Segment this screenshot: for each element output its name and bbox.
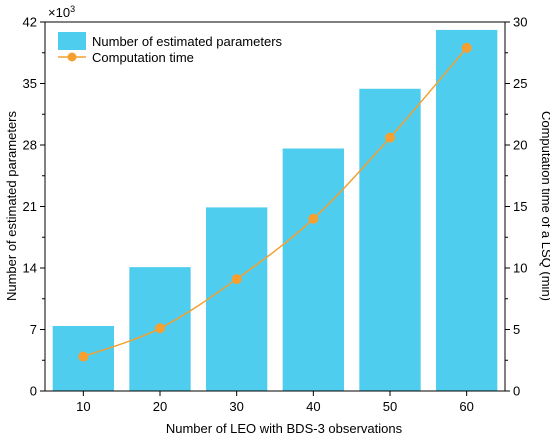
y-tick-label-7: 7 — [30, 322, 37, 337]
bar-40 — [282, 148, 344, 391]
y2-tick-label-30: 30 — [513, 15, 527, 30]
y2-tick-label-0: 0 — [513, 384, 520, 399]
line-point-20 — [155, 323, 165, 334]
y-tick-label-28: 28 — [23, 138, 37, 153]
y2-tick-label-15: 15 — [513, 199, 527, 214]
y-tick-label-21: 21 — [23, 199, 37, 214]
y2-tick-label-5: 5 — [513, 322, 520, 337]
bar-30 — [206, 207, 268, 391]
legend-line-label: Computation time — [92, 50, 194, 65]
x-tick-label-40: 40 — [306, 399, 320, 414]
line-point-30 — [231, 274, 242, 285]
x-axis-title: Number of LEO with BDS-3 observations — [166, 421, 403, 436]
line-point-40 — [308, 213, 319, 224]
y2-tick-label-25: 25 — [513, 76, 527, 91]
line-point-60 — [461, 42, 472, 53]
computation-time-line — [83, 47, 468, 358]
x-tick-label-60: 60 — [459, 399, 473, 414]
legend: Number of estimated parameters Computati… — [58, 32, 283, 65]
y2-tick-label-10: 10 — [513, 261, 527, 276]
line-point-50 — [385, 132, 395, 143]
x-tick-label-50: 50 — [383, 399, 397, 414]
y-tick-label-35: 35 — [23, 76, 37, 91]
line-point-10 — [78, 351, 89, 362]
y-axis-title: Number of estimated parameters — [4, 110, 19, 301]
legend-bar-label: Number of estimated parameters — [92, 34, 283, 49]
y-tick-label-42: 42 — [23, 15, 37, 30]
ticks-layer: 0 7 14 21 28 35 42 0 5 10 15 20 25 30 10 20 30 40 50 60 — [23, 15, 528, 415]
x-tick-label-10: 10 — [76, 399, 90, 414]
y-tick-label-14: 14 — [23, 261, 37, 276]
legend-bar-swatch — [58, 32, 86, 50]
y-tick-label-0: 0 — [30, 384, 37, 399]
y2-tick-label-20: 20 — [513, 138, 527, 153]
bar-60 — [436, 29, 498, 392]
legend-line-marker — [67, 52, 77, 62]
y-multiplier-exponent: 3 — [70, 4, 75, 14]
bars-layer — [52, 29, 498, 392]
y2-axis-title: Computation time of a LSQ (min) — [539, 111, 550, 301]
y-multiplier-label: ×103 — [48, 4, 75, 20]
x-tick-label-30: 30 — [229, 399, 243, 414]
line-series-layer — [78, 42, 472, 362]
x-tick-label-20: 20 — [153, 399, 167, 414]
